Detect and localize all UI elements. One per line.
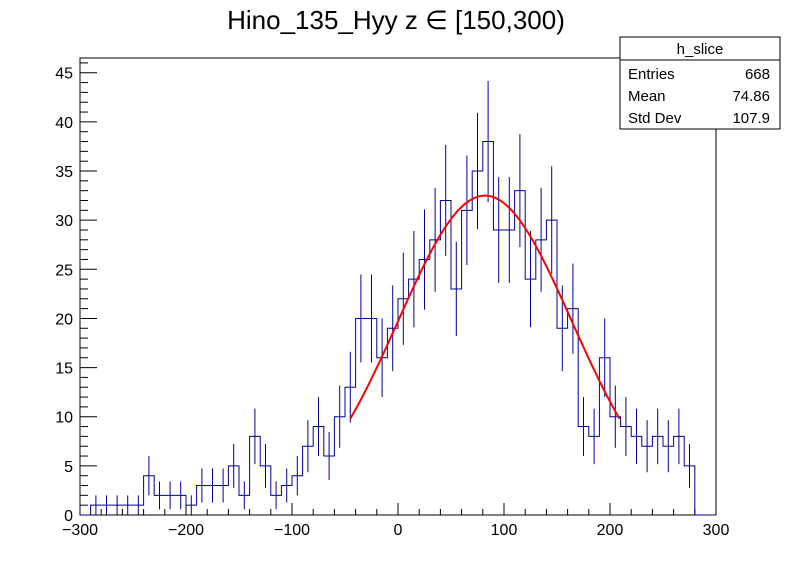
y-tick-label: 30	[55, 213, 73, 230]
gaussian-fit-line	[349, 194, 621, 420]
stats-box-border	[619, 36, 781, 130]
chart-title: Hino_135_Hyy z ∈ [150,300)	[227, 5, 565, 35]
x-tick-label: −300	[62, 522, 98, 539]
stats-stddev-value: 107.9	[732, 110, 770, 127]
stats-mean-label: Mean	[628, 88, 666, 105]
y-axis-tick-labels: 0 5 10 15 20 25 30 35 40 45	[55, 66, 73, 525]
y-tick-label: 40	[55, 115, 73, 132]
y-tick-label: 0	[64, 508, 73, 525]
stats-entries-label: Entries	[628, 66, 675, 83]
x-tick-label: 100	[491, 522, 518, 539]
stats-box: h_slice Entries 668 Mean 74.86 Std Dev 1…	[619, 36, 781, 130]
y-tick-label: 35	[55, 164, 73, 181]
x-axis-tick-labels: −300 −200 −100 0 100 200 300	[62, 522, 729, 539]
y-tick-label: 25	[55, 262, 73, 279]
x-tick-label: 200	[597, 522, 624, 539]
axis-ticks	[79, 62, 717, 516]
stats-entries-value: 668	[745, 66, 770, 83]
stats-box-title: h_slice	[677, 41, 724, 58]
x-tick-label: 300	[703, 522, 730, 539]
error-bars	[95, 80, 690, 515]
stats-stddev-label: Std Dev	[628, 110, 682, 127]
y-tick-label: 20	[55, 311, 73, 328]
x-tick-label: −100	[274, 522, 310, 539]
y-tick-label: 5	[64, 459, 73, 476]
stats-mean-value: 74.86	[732, 88, 770, 105]
y-tick-label: 15	[55, 361, 73, 378]
y-tick-label: 45	[55, 66, 73, 83]
x-tick-label: 0	[394, 522, 403, 539]
y-tick-label: 10	[55, 410, 73, 427]
histogram-series	[80, 141, 716, 516]
x-tick-label: −200	[168, 522, 204, 539]
